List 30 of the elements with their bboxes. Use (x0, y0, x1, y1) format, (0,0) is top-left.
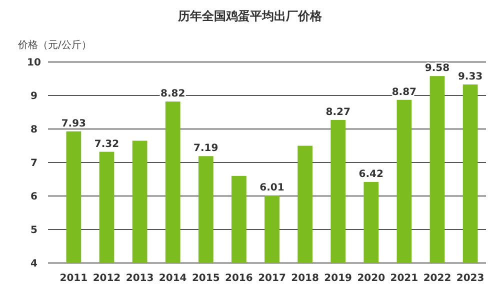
x-tick-label: 2012 (92, 273, 121, 284)
y-tick-label: 9 (30, 91, 38, 102)
x-tick-label: 2015 (192, 273, 220, 284)
y-axis-title: 价格（元/公斤） (17, 39, 92, 51)
x-tick-label: 2011 (60, 273, 88, 284)
y-tick-label: 10 (27, 58, 41, 68)
x-tick-label: 2022 (423, 273, 452, 284)
x-tick-label: 2023 (456, 273, 484, 284)
x-tick-label: 2017 (258, 273, 286, 284)
y-tick-label: 7 (30, 158, 38, 169)
data-label: 6.42 (358, 168, 384, 180)
data-label: 6.01 (260, 182, 284, 194)
x-tick-label: 2019 (324, 273, 352, 284)
chart-title: 历年全国鸡蛋平均出厂价格 (177, 9, 323, 23)
data-label: 7.32 (94, 138, 120, 150)
x-tick-label: 2013 (126, 273, 154, 284)
y-tick-label: 6 (30, 192, 38, 202)
y-tick-label: 5 (30, 225, 38, 236)
data-label: 9.33 (458, 71, 483, 82)
data-label: 7.19 (194, 143, 218, 154)
y-tick-label: 8 (30, 124, 38, 136)
data-label: 8.27 (326, 106, 350, 118)
x-tick-label: 2016 (225, 273, 253, 284)
data-label: 7.93 (61, 118, 86, 130)
data-label: 9.58 (424, 63, 450, 74)
x-tick-label: 2014 (158, 273, 187, 284)
x-tick-label: 2021 (390, 273, 418, 284)
y-tick-label: 4 (30, 258, 38, 270)
x-tick-label: 2018 (291, 273, 319, 284)
x-tick-label: 2020 (357, 273, 386, 284)
